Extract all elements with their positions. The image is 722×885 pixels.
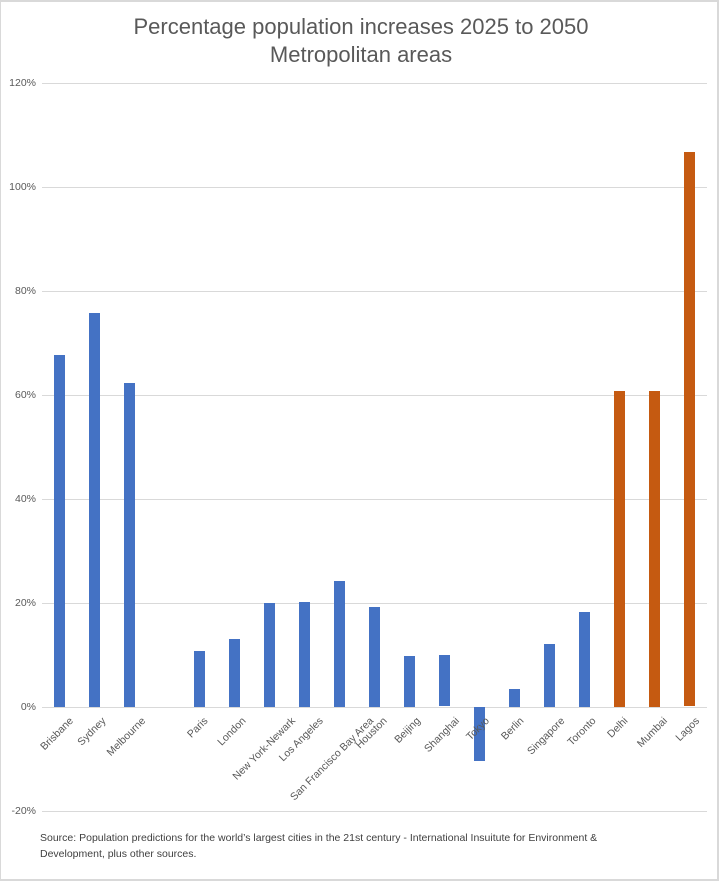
bar-mumbai [649,391,660,707]
y-tick-label: 40% [14,493,36,505]
y-tick-label: 120% [9,77,36,89]
gridline [42,83,707,84]
bar-toronto [579,612,590,707]
bar-singapore [544,644,555,707]
bar-houston [369,607,380,707]
gridline [42,395,707,396]
bar-new-york-newark [264,603,275,707]
bar-lagos [684,152,695,706]
gridline [42,707,707,708]
y-tick-label: 80% [14,285,36,297]
bar-berlin [509,689,520,707]
bar-shanghai [439,655,450,706]
bar-sydney [89,313,100,707]
bar-brisbane [54,355,65,707]
bar-london [229,639,240,707]
bar-paris [194,651,205,707]
y-tick-label: 60% [14,389,36,401]
bar-delhi [614,391,625,707]
chart-title: Percentage population increases 2025 to … [133,14,589,39]
bar-beijing [404,656,415,707]
y-tick-label: -20% [11,805,36,817]
gridline [42,499,707,500]
gridline [42,187,707,188]
chart-subtitle: Metropolitan areas [269,42,453,67]
y-tick-label: 20% [14,597,36,609]
bar-san-francisco-bay-area [334,581,345,707]
bar-melbourne [124,383,135,707]
gridline [42,291,707,292]
gridline [42,603,707,604]
y-tick-label: 0% [20,701,36,713]
bar-tokyo [474,707,485,761]
y-tick-label: 100% [9,181,36,193]
bar-los-angeles [299,602,310,707]
gridline [42,811,707,812]
source-note: Source: Population predictions for the w… [40,832,598,860]
